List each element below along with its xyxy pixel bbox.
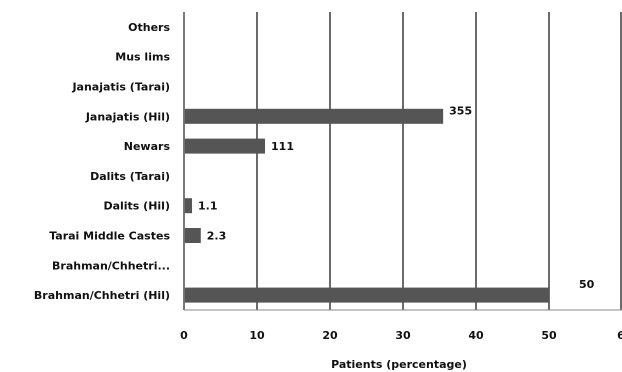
category-label: Janajatis (Hil) <box>85 110 170 123</box>
x-tick-label: 0 <box>180 329 188 342</box>
x-tick-label: 50 <box>541 329 557 342</box>
bar <box>184 287 549 303</box>
data-label: 50 <box>579 278 595 291</box>
axis-layer: Patients (percentage) 0 10 20 30 40 50 6 <box>180 12 622 371</box>
category-label: Tarai Middle Castes <box>49 230 170 243</box>
category-label: Brahman/Chhetri (Hil) <box>34 289 170 302</box>
category-label: Dalits (Tarai) <box>90 170 170 183</box>
x-tick-label: 20 <box>322 329 338 342</box>
x-tick-label: 30 <box>395 329 411 342</box>
category-label: Mus lims <box>115 51 170 64</box>
bar <box>184 108 444 124</box>
category-label: Janajatis (Tarai) <box>71 81 170 94</box>
category-label: Newars <box>124 140 171 153</box>
category-label: Dalits (Hil) <box>103 200 170 213</box>
grid-layer <box>183 12 622 310</box>
data-label: 111 <box>271 140 294 153</box>
label-layer: Others Mus lims Janajatis (Tarai) Janajatis… <box>34 21 595 302</box>
bar <box>184 138 266 154</box>
x-tick-label: 40 <box>468 329 484 342</box>
data-label: 1.1 <box>198 200 218 213</box>
x-tick-label: 10 <box>249 329 265 342</box>
data-label: 355 <box>449 104 472 117</box>
data-label: 2.3 <box>207 230 227 243</box>
x-tick-label: 6 <box>617 329 622 342</box>
category-label: Others <box>128 21 170 34</box>
category-label: Brahman/Chhetri... <box>52 259 170 272</box>
bar-layer <box>184 108 549 303</box>
bar <box>184 198 193 214</box>
bar <box>184 228 201 243</box>
x-axis-title: Patients (percentage) <box>331 358 467 371</box>
